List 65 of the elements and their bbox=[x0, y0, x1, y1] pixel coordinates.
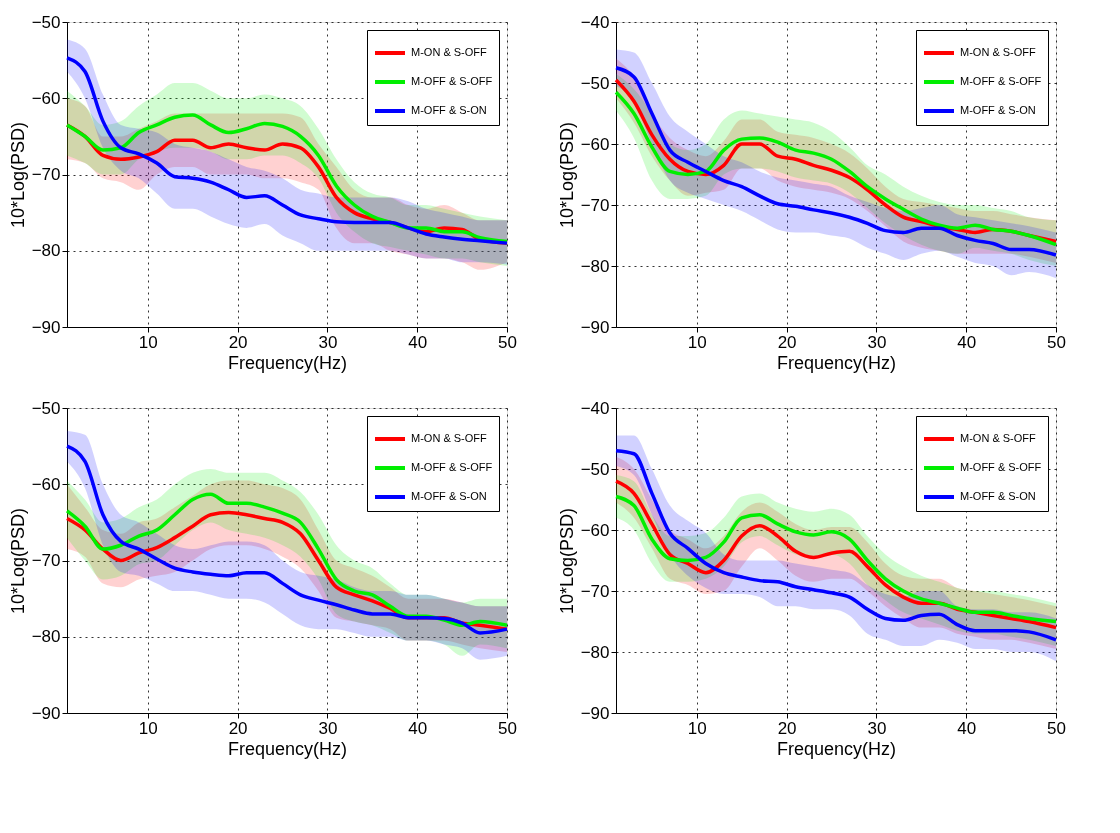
x-tick-label: 30 bbox=[318, 718, 338, 738]
y-tick-label: −80 bbox=[580, 642, 610, 662]
y-tick-label: −80 bbox=[31, 627, 61, 647]
line-series bbox=[65, 492, 509, 628]
legend-label: M-OFF & S-OFF bbox=[411, 461, 493, 473]
y-axis-title: 10*Log(PSD) bbox=[7, 507, 28, 615]
legend-label: M-OFF & S-ON bbox=[960, 490, 1036, 502]
y-tick-label: −50 bbox=[31, 398, 61, 418]
y-tick-label: −70 bbox=[580, 581, 610, 601]
line-series bbox=[65, 56, 509, 245]
legend-label: M-OFF & S-OFF bbox=[960, 75, 1042, 87]
y-tick-label: −50 bbox=[580, 459, 610, 479]
y-tick-label: −80 bbox=[31, 241, 61, 261]
x-tick-label: 40 bbox=[957, 718, 977, 738]
x-tick-label: 50 bbox=[498, 332, 517, 352]
x-tick-label: 40 bbox=[408, 332, 428, 352]
y-tick-label: −50 bbox=[580, 73, 610, 93]
x-axis-title: Frequency(Hz) bbox=[776, 352, 897, 373]
line-series bbox=[65, 444, 509, 635]
legend-label: M-OFF & S-OFF bbox=[411, 75, 493, 87]
y-axis-title: 10*Log(PSD) bbox=[556, 507, 577, 615]
legend-label: M-ON & S-OFF bbox=[411, 46, 488, 58]
x-axis-title: Frequency(Hz) bbox=[776, 738, 897, 759]
x-tick-label: 10 bbox=[138, 332, 158, 352]
y-tick-label: −40 bbox=[580, 12, 610, 32]
x-tick-label: 50 bbox=[498, 718, 517, 738]
x-tick-label: 30 bbox=[867, 718, 887, 738]
x-tick-label: 20 bbox=[228, 332, 248, 352]
y-tick-label: −70 bbox=[580, 195, 610, 215]
legend-label: M-ON & S-OFF bbox=[411, 432, 488, 444]
y-axis-title: 10*Log(PSD) bbox=[556, 121, 577, 229]
legend-label: M-OFF & S-OFF bbox=[960, 461, 1042, 473]
y-axis-title: 10*Log(PSD) bbox=[7, 121, 28, 229]
y-tick-label: −50 bbox=[31, 12, 61, 32]
x-tick-label: 10 bbox=[138, 718, 158, 738]
y-tick-label: −40 bbox=[580, 398, 610, 418]
legend-label: M-OFF & S-ON bbox=[411, 490, 487, 502]
y-tick-label: −60 bbox=[31, 474, 61, 494]
x-tick-label: 50 bbox=[1047, 718, 1066, 738]
x-tick-label: 20 bbox=[777, 332, 797, 352]
x-tick-label: 50 bbox=[1047, 332, 1066, 352]
legend-label: M-OFF & S-ON bbox=[960, 104, 1036, 116]
y-tick-label: −70 bbox=[31, 165, 61, 184]
x-tick-label: 20 bbox=[228, 718, 248, 738]
y-tick-label: −60 bbox=[580, 134, 610, 154]
legend-label: M-ON & S-OFF bbox=[960, 432, 1037, 444]
y-tick-label: −60 bbox=[31, 88, 61, 108]
legend-label: M-OFF & S-ON bbox=[411, 104, 487, 116]
x-tick-label: 10 bbox=[687, 718, 707, 738]
x-axis-title: Frequency(Hz) bbox=[227, 352, 348, 373]
y-tick-label: −90 bbox=[580, 317, 610, 337]
x-axis-title: Frequency(Hz) bbox=[227, 738, 348, 759]
y-tick-label: −90 bbox=[31, 703, 61, 723]
x-tick-label: 40 bbox=[957, 332, 977, 352]
legend-label: M-ON & S-OFF bbox=[960, 46, 1037, 58]
x-tick-label: 20 bbox=[777, 718, 797, 738]
x-tick-label: 40 bbox=[408, 718, 428, 738]
y-tick-label: −70 bbox=[31, 551, 61, 570]
y-tick-label: −90 bbox=[580, 703, 610, 723]
x-tick-label: 10 bbox=[687, 332, 707, 352]
x-tick-label: 30 bbox=[867, 332, 887, 352]
y-tick-label: −60 bbox=[580, 520, 610, 540]
y-tick-label: −80 bbox=[580, 256, 610, 276]
y-tick-label: −90 bbox=[31, 317, 61, 337]
x-tick-label: 30 bbox=[318, 332, 338, 352]
